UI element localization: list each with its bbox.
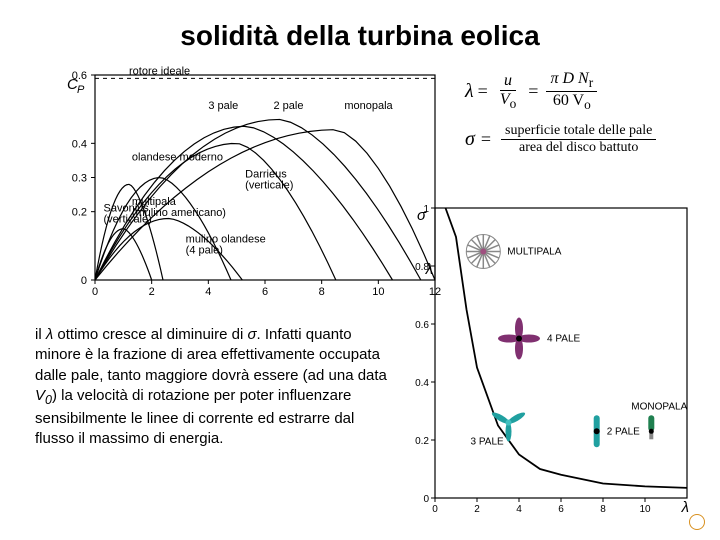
svg-text:0: 0: [92, 286, 98, 298]
sigma-equation: σ = superficie totale delle pale area de…: [465, 123, 695, 156]
svg-text:(mulino americano): (mulino americano): [132, 207, 226, 219]
svg-text:(4 pale): (4 pale): [186, 244, 223, 256]
svg-text:MONOPALA: MONOPALA: [631, 401, 687, 412]
body-paragraph: il λ ottimo cresce al diminuire di σ. In…: [35, 325, 395, 449]
svg-text:0.6: 0.6: [415, 320, 429, 331]
svg-text:0: 0: [81, 275, 87, 287]
svg-text:0.8: 0.8: [415, 262, 429, 273]
svg-text:6: 6: [262, 286, 268, 298]
svg-text:3 PALE: 3 PALE: [471, 437, 504, 448]
svg-text:(verticale): (verticale): [245, 180, 293, 192]
svg-text:0: 0: [432, 504, 438, 515]
svg-text:rotore ideale: rotore ideale: [129, 65, 190, 77]
svg-text:2 PALE: 2 PALE: [607, 426, 640, 437]
svg-text:2: 2: [149, 286, 155, 298]
svg-text:4: 4: [205, 286, 211, 298]
svg-text:2: 2: [474, 504, 480, 515]
sigma-lambda-chart: 024681000.20.40.60.81σλMULTIPALA4 PALE3 …: [405, 200, 695, 520]
svg-text:10: 10: [372, 286, 384, 298]
equations-block: λ = u Vo = π D Nr 60 Vo σ = superficie t…: [465, 70, 695, 166]
svg-text:2 pale: 2 pale: [274, 100, 304, 112]
svg-text:0.3: 0.3: [72, 173, 87, 185]
svg-text:0.2: 0.2: [415, 436, 429, 447]
slide-marker-icon: [689, 514, 705, 530]
svg-text:8: 8: [600, 504, 606, 515]
svg-text:MULTIPALA: MULTIPALA: [507, 247, 561, 258]
svg-text:monopala: monopala: [344, 100, 393, 112]
svg-text:4: 4: [516, 504, 522, 515]
svg-text:σ: σ: [417, 207, 427, 224]
svg-text:P: P: [77, 84, 85, 96]
svg-text:λ: λ: [681, 499, 689, 516]
svg-text:0.2: 0.2: [72, 207, 87, 219]
lambda-equation: λ = u Vo = π D Nr 60 Vo: [465, 70, 695, 113]
svg-text:8: 8: [319, 286, 325, 298]
svg-text:0.4: 0.4: [72, 138, 87, 150]
svg-text:4 PALE: 4 PALE: [547, 334, 580, 345]
svg-text:0.4: 0.4: [415, 378, 429, 389]
svg-text:6: 6: [558, 504, 564, 515]
svg-text:10: 10: [639, 504, 651, 515]
svg-text:3 pale: 3 pale: [208, 100, 238, 112]
cp-lambda-chart: 02468101200.20.30.40.6rotore idealeCPλSa…: [55, 65, 445, 305]
page-title: solidità della turbina eolica: [0, 20, 720, 52]
svg-text:0: 0: [423, 494, 429, 505]
